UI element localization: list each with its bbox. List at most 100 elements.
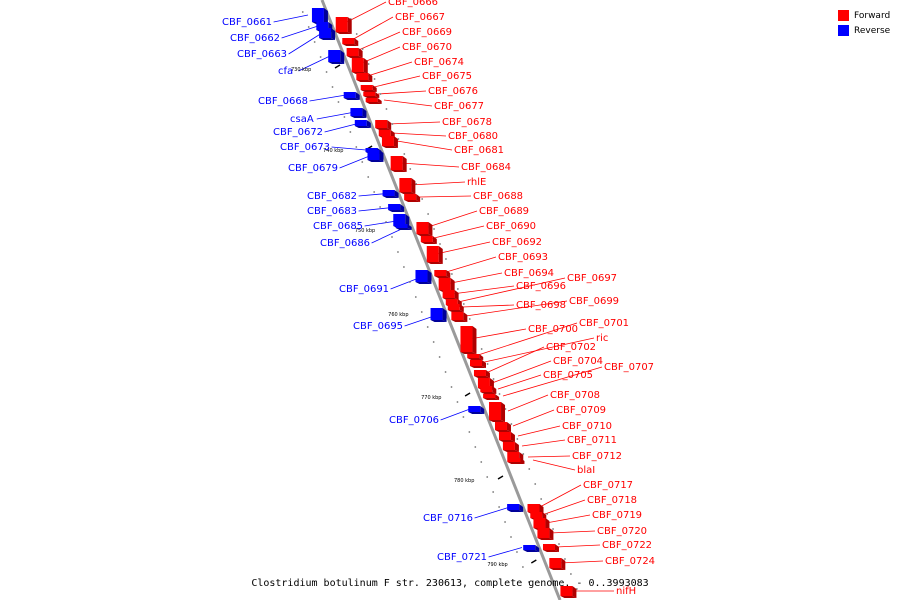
gene-feature[interactable] bbox=[460, 326, 477, 354]
gene-feature[interactable] bbox=[468, 406, 485, 414]
gene-feature[interactable] bbox=[350, 108, 367, 118]
gene-feature[interactable] bbox=[365, 98, 382, 104]
gene-label[interactable]: CBF_0700 bbox=[528, 324, 578, 335]
gene-label[interactable]: CBF_0719 bbox=[592, 510, 642, 521]
gene-label[interactable]: rhlE bbox=[467, 177, 486, 188]
gene-label[interactable]: CBF_0709 bbox=[556, 405, 606, 416]
gene-label[interactable]: CBF_0663 bbox=[237, 49, 287, 60]
gene-label[interactable]: CBF_0685 bbox=[313, 221, 363, 232]
gene-label[interactable]: CBF_0682 bbox=[307, 191, 357, 202]
gene-feature[interactable] bbox=[354, 120, 371, 128]
gene-label[interactable]: CBF_0712 bbox=[572, 451, 622, 462]
gene-label[interactable]: CBF_0692 bbox=[492, 237, 542, 248]
gene-feature[interactable] bbox=[342, 38, 359, 46]
gene-label[interactable]: CBF_0716 bbox=[423, 513, 473, 524]
gene-feature[interactable] bbox=[523, 545, 540, 552]
gene-label[interactable]: CBF_0683 bbox=[307, 206, 357, 217]
gene-feature[interactable] bbox=[420, 236, 437, 244]
gene-label[interactable]: blaI bbox=[577, 465, 595, 476]
gene-feature[interactable] bbox=[415, 270, 432, 284]
gene-feature[interactable] bbox=[426, 246, 443, 264]
gene-label[interactable]: CBF_0679 bbox=[288, 163, 338, 174]
gene-feature[interactable] bbox=[328, 50, 345, 64]
gene-label[interactable]: CBF_0676 bbox=[428, 86, 478, 97]
gene-label[interactable]: CBF_0704 bbox=[553, 356, 603, 367]
gene-feature[interactable] bbox=[388, 204, 405, 212]
gene-label[interactable]: CBF_0722 bbox=[602, 540, 652, 551]
gene-label[interactable]: CBF_0680 bbox=[448, 131, 498, 142]
gene-label[interactable]: CBF_0674 bbox=[414, 57, 464, 68]
gene-label[interactable]: CBF_0710 bbox=[562, 421, 612, 432]
gene-label[interactable]: CBF_0699 bbox=[569, 296, 619, 307]
gene-label[interactable]: CBF_0673 bbox=[280, 142, 330, 153]
gene-label[interactable]: CBF_0661 bbox=[222, 17, 272, 28]
gene-label[interactable]: CBF_0717 bbox=[583, 480, 633, 491]
gene-feature[interactable] bbox=[382, 190, 399, 198]
gene-label[interactable]: CBF_0691 bbox=[339, 284, 389, 295]
gene-label[interactable]: CBF_0702 bbox=[546, 342, 596, 353]
gene-feature[interactable] bbox=[438, 278, 455, 292]
gene-label[interactable]: CBF_0695 bbox=[353, 321, 403, 332]
gene-feature[interactable] bbox=[346, 48, 363, 58]
gene-feature[interactable] bbox=[469, 360, 486, 368]
gene-feature[interactable] bbox=[473, 370, 490, 378]
gene-feature[interactable] bbox=[480, 386, 497, 394]
gene-label[interactable]: CBF_0721 bbox=[437, 552, 487, 563]
gene-label[interactable]: CBF_0694 bbox=[504, 268, 554, 279]
gene-label[interactable]: CBF_0678 bbox=[442, 117, 492, 128]
gene-label[interactable]: CBF_0693 bbox=[498, 252, 548, 263]
gene-feature[interactable] bbox=[502, 442, 519, 452]
gene-feature[interactable] bbox=[390, 156, 407, 172]
gene-label[interactable]: CBF_0662 bbox=[230, 33, 280, 44]
gene-feature[interactable] bbox=[356, 73, 373, 82]
gene-feature[interactable] bbox=[416, 222, 433, 236]
gene-label[interactable]: CBF_0677 bbox=[434, 101, 484, 112]
gene-label[interactable]: CBF_0672 bbox=[273, 127, 323, 138]
gene-feature[interactable] bbox=[560, 586, 577, 598]
gene-label[interactable]: CBF_0706 bbox=[389, 415, 439, 426]
gene-label[interactable]: CBF_0686 bbox=[320, 238, 370, 249]
gene-feature[interactable] bbox=[537, 528, 554, 540]
gene-label[interactable]: CBF_0720 bbox=[597, 526, 647, 537]
gene-label[interactable]: CBF_0696 bbox=[516, 281, 566, 292]
gene-feature[interactable] bbox=[549, 558, 566, 570]
gene-feature[interactable] bbox=[498, 432, 515, 442]
gene-label[interactable]: ric bbox=[596, 333, 608, 344]
gene-label[interactable]: CBF_0697 bbox=[567, 273, 617, 284]
gene-label[interactable]: CBF_0666 bbox=[388, 0, 438, 8]
gene-label[interactable]: CBF_0675 bbox=[422, 71, 472, 82]
gene-feature[interactable] bbox=[363, 92, 380, 98]
gene-feature[interactable] bbox=[451, 312, 468, 322]
gene-feature[interactable] bbox=[434, 270, 451, 278]
gene-label[interactable]: CBF_0684 bbox=[461, 162, 511, 173]
gene-feature[interactable] bbox=[542, 544, 559, 552]
gene-feature[interactable] bbox=[404, 194, 421, 202]
gene-label[interactable]: cfa bbox=[278, 66, 293, 77]
gene-label[interactable]: CBF_0681 bbox=[454, 145, 504, 156]
gene-feature[interactable] bbox=[447, 304, 464, 312]
gene-feature[interactable] bbox=[507, 504, 524, 512]
gene-feature[interactable] bbox=[360, 85, 377, 92]
gene-label[interactable]: CBF_0718 bbox=[587, 495, 637, 506]
gene-feature[interactable] bbox=[442, 290, 459, 300]
gene-feature[interactable] bbox=[483, 394, 500, 400]
gene-feature[interactable] bbox=[381, 136, 398, 148]
gene-feature[interactable] bbox=[399, 178, 416, 194]
gene-label[interactable]: nifH bbox=[616, 586, 636, 597]
gene-feature[interactable] bbox=[467, 354, 484, 360]
gene-label[interactable]: CBF_0698 bbox=[516, 300, 566, 311]
gene-feature[interactable] bbox=[494, 422, 511, 432]
gene-feature[interactable] bbox=[351, 58, 368, 74]
gene-label[interactable]: CBF_0669 bbox=[402, 27, 452, 38]
gene-label[interactable]: CBF_0670 bbox=[402, 42, 452, 53]
gene-label[interactable]: CBF_0705 bbox=[543, 370, 593, 381]
gene-label[interactable]: CBF_0688 bbox=[473, 191, 523, 202]
gene-label[interactable]: CBF_0724 bbox=[605, 556, 655, 567]
gene-label[interactable]: csaA bbox=[290, 114, 314, 125]
gene-feature[interactable] bbox=[335, 17, 352, 34]
gene-feature[interactable] bbox=[430, 308, 447, 322]
gene-feature[interactable] bbox=[367, 150, 384, 162]
gene-label[interactable]: CBF_0707 bbox=[604, 362, 654, 373]
gene-label[interactable]: CBF_0711 bbox=[567, 435, 617, 446]
gene-feature[interactable] bbox=[375, 120, 392, 130]
